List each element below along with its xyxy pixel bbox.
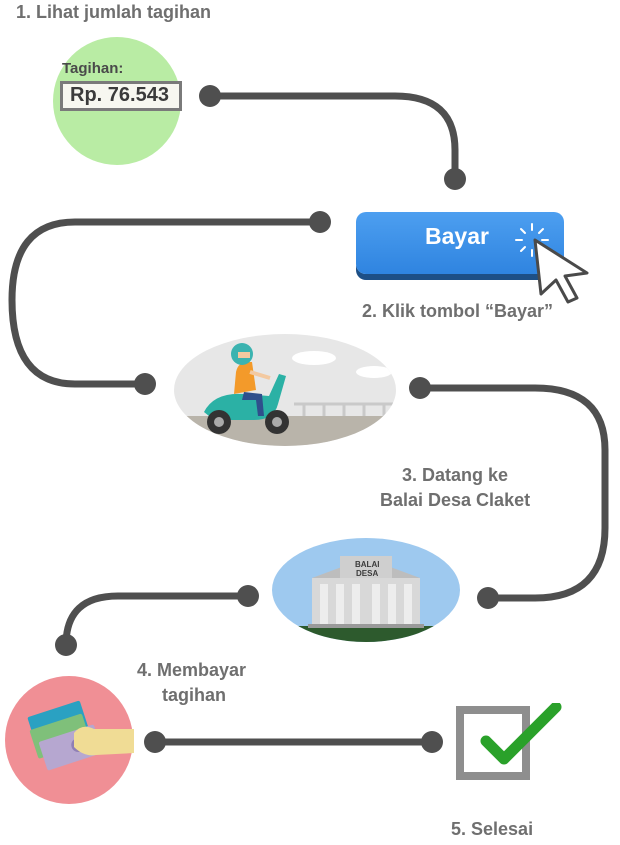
step-3-label-line1: 3. Datang ke — [402, 465, 509, 485]
building-sign-line2: DESA — [356, 569, 379, 578]
pay-button[interactable] — [356, 212, 564, 274]
step-2-label: 2. Klik tombol “Bayar” — [362, 301, 554, 321]
bill-amount-box — [60, 81, 182, 111]
step-4-label-line2: tagihan — [162, 685, 227, 705]
step-4-label-line1: 4. Membayar — [137, 660, 247, 680]
bill-amount: Rp. 76.543 — [70, 84, 169, 106]
step-5-label: 5. Selesai — [451, 819, 534, 839]
building-sign-line1: BALAI — [355, 560, 380, 569]
bill-caption: Tagihan: — [62, 60, 124, 77]
scooter-rider-icon — [174, 334, 396, 446]
pay-button-label: Bayar — [425, 223, 489, 249]
cursor-icon — [515, 223, 589, 304]
step-3-label-line2: Balai Desa Claket — [380, 490, 531, 510]
checkbox-checked-icon — [456, 703, 562, 780]
village-hall-icon — [272, 538, 460, 642]
money-icon — [5, 676, 134, 804]
step-1-label: 1. Lihat jumlah tagihan — [16, 2, 212, 22]
